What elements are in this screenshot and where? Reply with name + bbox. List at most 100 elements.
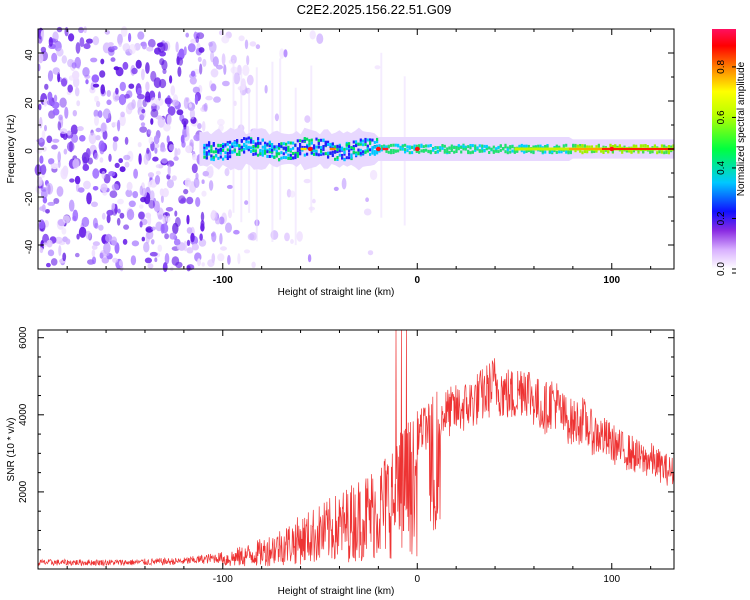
heatmap-cell <box>359 142 362 146</box>
heatmap-cell <box>38 219 45 230</box>
heatmap-cell <box>299 143 302 146</box>
heatmap-cell <box>157 244 163 252</box>
heatmap-cell <box>595 145 598 149</box>
heatmap-cell <box>264 146 267 150</box>
heatmap-cell <box>233 144 236 148</box>
heatmap-cell <box>46 99 53 106</box>
heatmap-cell <box>630 150 633 154</box>
heatmap-cell <box>217 253 225 262</box>
heatmap-cell <box>141 109 146 114</box>
heatmap-cell <box>628 149 631 153</box>
heatmap-cell <box>111 121 119 127</box>
heatmap-cell <box>72 215 77 222</box>
heatmap-cell <box>481 149 484 153</box>
heatmap-cell <box>462 144 465 148</box>
heatmap-cell <box>140 196 147 203</box>
heatmap-cell <box>205 95 213 101</box>
heatmap-cell <box>137 87 142 96</box>
heatmap-cell <box>660 150 663 154</box>
heatmap-cell <box>450 144 453 148</box>
heatmap-cell <box>106 118 110 123</box>
x-tick-label: 100 <box>603 275 620 286</box>
heatmap-cell <box>139 126 148 133</box>
heatmap-cell <box>91 201 98 208</box>
heatmap-cell <box>233 229 240 235</box>
heatmap-cell <box>322 152 325 156</box>
heatmap-cell <box>153 135 160 145</box>
heatmap-cell <box>193 177 200 189</box>
spectrogram-heatmap <box>34 26 675 273</box>
heatmap-cell <box>199 233 203 241</box>
heatmap-cell <box>348 145 351 148</box>
heatmap-cell <box>268 144 271 148</box>
heatmap-cell <box>261 152 264 155</box>
heatmap-cell <box>119 81 127 92</box>
heatmap-cell <box>220 246 227 251</box>
heatmap-cell <box>653 144 656 148</box>
heatmap-cell <box>280 142 283 146</box>
heatmap-cell <box>193 134 201 142</box>
heatmap-cell <box>150 118 154 125</box>
heatmap-cell <box>95 127 102 133</box>
heatmap-cell <box>137 142 142 148</box>
heatmap-cell <box>280 156 283 160</box>
heatmap-cell <box>185 32 189 38</box>
heatmap-cell <box>289 141 292 145</box>
heatmap-cell <box>558 150 561 154</box>
heatmap-cell <box>413 144 416 148</box>
heatmap-cell <box>670 145 673 149</box>
heatmap-cell <box>287 153 290 157</box>
heatmap-cell <box>53 94 58 103</box>
heatmap-cell <box>264 84 268 94</box>
heatmap-cell <box>107 42 114 47</box>
heatmap-cell <box>217 150 220 154</box>
heatmap-cell <box>334 157 337 161</box>
heatmap-cell <box>408 151 411 155</box>
heatmap-cell <box>523 150 526 154</box>
heatmap-cell <box>205 146 208 150</box>
heatmap-cell <box>210 83 217 92</box>
heatmap-cell <box>208 149 211 153</box>
heatmap-cell <box>415 144 418 148</box>
colorbar: 0.0 0.2 0.4 0.6 0.8 Normalized spectral ampl… <box>712 29 747 276</box>
heatmap-cell <box>441 145 444 149</box>
snr-frame <box>37 329 675 570</box>
heatmap-cell <box>238 147 241 150</box>
heatmap-cell <box>303 153 306 157</box>
heatmap-cell <box>275 151 278 155</box>
heatmap-cell <box>243 142 246 146</box>
heatmap-cell <box>525 149 528 153</box>
heatmap-cell <box>264 151 267 155</box>
heatmap-cell <box>551 150 554 153</box>
heatmap-cell <box>324 152 327 156</box>
heatmap-cell <box>385 145 388 149</box>
heatmap-cell <box>141 68 145 81</box>
heatmap-cell <box>285 156 288 160</box>
heatmap-cell <box>350 153 353 157</box>
heatmap-cell <box>143 241 150 253</box>
heatmap-cell <box>46 239 53 248</box>
heatmap-cell <box>44 124 47 132</box>
heatmap-cell <box>278 146 281 150</box>
heatmap-cell <box>593 150 596 153</box>
heatmap-cell <box>373 140 376 144</box>
heatmap-cell <box>52 108 60 116</box>
heatmap-cell <box>282 146 285 150</box>
heatmap-cell <box>187 181 192 186</box>
heatmap-cell <box>374 65 381 70</box>
heatmap-cell <box>341 147 344 151</box>
heatmap-cell <box>82 163 90 172</box>
heatmap-cell <box>555 144 558 148</box>
heatmap-cell <box>247 136 250 140</box>
heatmap-cell <box>74 87 80 97</box>
heatmap-cell <box>41 163 47 175</box>
heatmap-cell <box>574 143 577 147</box>
heatmap-cell <box>67 130 72 136</box>
heatmap-cell <box>246 55 250 66</box>
heatmap-cell <box>308 144 311 148</box>
heatmap-cell <box>229 140 232 144</box>
heatmap-cell <box>200 220 205 228</box>
heatmap-cell <box>247 140 250 144</box>
chart-title: C2E2.2025.156.22.51.G09 <box>297 2 452 17</box>
heatmap-cell <box>546 145 549 149</box>
